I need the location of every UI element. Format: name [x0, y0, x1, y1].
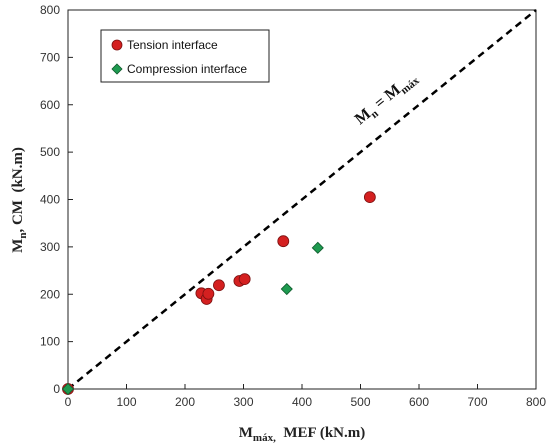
tension-point: [213, 279, 225, 292]
y-tick-label: 200: [40, 287, 60, 301]
y-tick-label: 300: [40, 240, 60, 254]
tension-point: [238, 273, 251, 285]
x-tick-label: 0: [65, 395, 72, 409]
tension-point: [363, 191, 376, 204]
ref-eq: =: [368, 91, 392, 115]
x-tick-label: 600: [409, 395, 429, 409]
y-tick-label: 500: [40, 145, 60, 159]
tension-point: [202, 287, 215, 300]
tension-point: [277, 235, 290, 248]
legend-marker-tension: [111, 39, 123, 51]
x-tick-label: 100: [116, 395, 136, 409]
y-tick-label: 400: [40, 193, 60, 207]
x-axis-ticks: 0 100 200 300 400 500 600 700 800: [65, 384, 546, 409]
y-tick-label: 100: [40, 335, 60, 349]
legend-marker-compression: [111, 63, 123, 75]
legend-label-compression: Compression interface: [127, 62, 247, 76]
y-tick-label: 0: [53, 382, 60, 396]
x-tick-label: 400: [292, 395, 312, 409]
data-points: [61, 191, 376, 396]
x-axis-title: Mmáx, MEF (kN.m): [239, 425, 366, 444]
x-tick-label: 300: [233, 395, 253, 409]
x-tick-label: 700: [467, 395, 487, 409]
compression-point: [280, 282, 293, 296]
compression-point: [311, 241, 324, 254]
reference-line: [67, 9, 537, 390]
y-tick-label: 800: [40, 3, 60, 17]
legend-label-tension: Tension interface: [127, 38, 218, 52]
compression-point: [61, 382, 75, 396]
y-axis-ticks: 0 100 200 300 400 500 600 700 800: [40, 3, 73, 396]
y-tick-label: 700: [40, 50, 60, 64]
x-tick-label: 200: [175, 395, 195, 409]
legend: Tension interface Compression interface: [100, 29, 270, 83]
y-axis-title: Mn, CM (kN.m): [10, 147, 29, 253]
x-tick-label: 500: [350, 395, 370, 409]
legend-box: [100, 29, 270, 83]
y-tick-label: 600: [40, 98, 60, 112]
x-tick-label: 800: [526, 395, 546, 409]
